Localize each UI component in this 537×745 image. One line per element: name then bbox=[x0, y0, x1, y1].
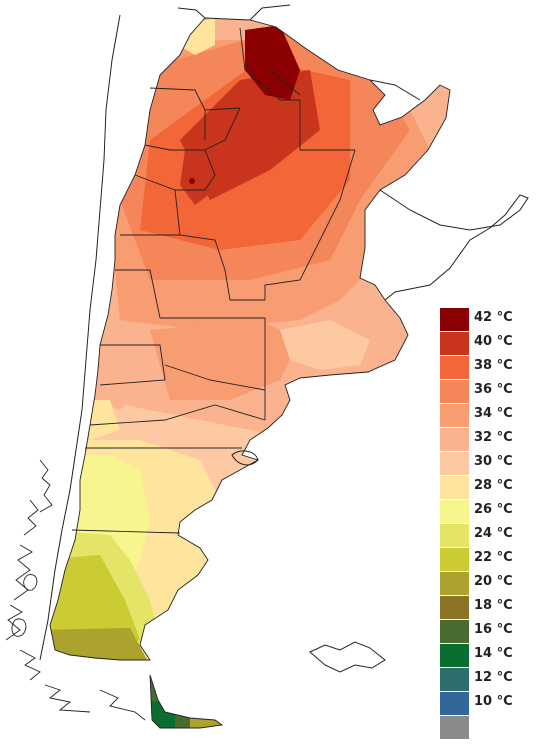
legend-label: 18 °C bbox=[474, 598, 513, 613]
legend-item: 14 °C bbox=[440, 644, 536, 668]
legend-label: 42 °C bbox=[474, 310, 513, 325]
province-borders bbox=[49, 17, 451, 729]
legend-item: 28 °C bbox=[440, 476, 536, 500]
chile-islands bbox=[5, 459, 146, 721]
legend-item: 38 °C bbox=[440, 356, 536, 380]
legend-swatch bbox=[440, 500, 469, 523]
legend-swatch bbox=[440, 716, 469, 739]
legend-label: 20 °C bbox=[474, 574, 513, 589]
legend-item: 36 °C bbox=[440, 380, 536, 404]
legend-label: 38 °C bbox=[474, 358, 513, 373]
legend-item: 30 °C bbox=[440, 452, 536, 476]
legend-swatch bbox=[440, 548, 469, 571]
legend-swatch bbox=[440, 308, 469, 331]
legend-swatch bbox=[440, 572, 469, 595]
neighbor-borders bbox=[39, 4, 529, 661]
legend-swatch bbox=[440, 332, 469, 355]
legend-label: 28 °C bbox=[474, 478, 513, 493]
legend-item: 24 °C bbox=[440, 524, 536, 548]
legend-swatch bbox=[440, 356, 469, 379]
legend-swatch bbox=[440, 452, 469, 475]
legend-swatch bbox=[440, 692, 469, 715]
legend-swatch bbox=[440, 644, 469, 667]
legend-label: 10 °C bbox=[474, 694, 513, 709]
legend-swatch bbox=[440, 404, 469, 427]
legend-swatch bbox=[440, 620, 469, 643]
legend-item: 12 °C bbox=[440, 668, 536, 692]
legend-swatch bbox=[440, 428, 469, 451]
tierra-del-fuego-temperature bbox=[150, 675, 222, 728]
legend-item: 16 °C bbox=[440, 620, 536, 644]
legend-item: 32 °C bbox=[440, 428, 536, 452]
legend-label: 32 °C bbox=[474, 430, 513, 445]
legend-swatch bbox=[440, 380, 469, 403]
coastline-features bbox=[231, 450, 386, 673]
legend-label: 34 °C bbox=[474, 406, 513, 421]
legend-label: 40 °C bbox=[474, 334, 513, 349]
temperature-legend: 42 °C 40 °C 38 °C 36 °C 34 °C 32 °C 30 °C 28 °C… bbox=[440, 308, 536, 740]
legend-swatch bbox=[440, 524, 469, 547]
legend-item: 34 °C bbox=[440, 404, 536, 428]
legend-item: 18 °C bbox=[440, 596, 536, 620]
legend-item: 20 °C bbox=[440, 572, 536, 596]
legend-item: 22 °C bbox=[440, 548, 536, 572]
legend-swatch bbox=[440, 476, 469, 499]
legend-item bbox=[440, 716, 536, 740]
legend-label: 30 °C bbox=[474, 454, 513, 469]
legend-label: 16 °C bbox=[474, 622, 513, 637]
legend-item: 42 °C bbox=[440, 308, 536, 332]
legend-swatch bbox=[440, 668, 469, 691]
legend-label: 12 °C bbox=[474, 670, 513, 685]
legend-item: 10 °C bbox=[440, 692, 536, 716]
legend-label: 26 °C bbox=[474, 502, 513, 517]
legend-item: 26 °C bbox=[440, 500, 536, 524]
legend-label: 36 °C bbox=[474, 382, 513, 397]
legend-label: 22 °C bbox=[474, 550, 513, 565]
legend-item: 40 °C bbox=[440, 332, 536, 356]
legend-label: 14 °C bbox=[474, 646, 513, 661]
legend-label: 24 °C bbox=[474, 526, 513, 541]
legend-swatch bbox=[440, 596, 469, 619]
